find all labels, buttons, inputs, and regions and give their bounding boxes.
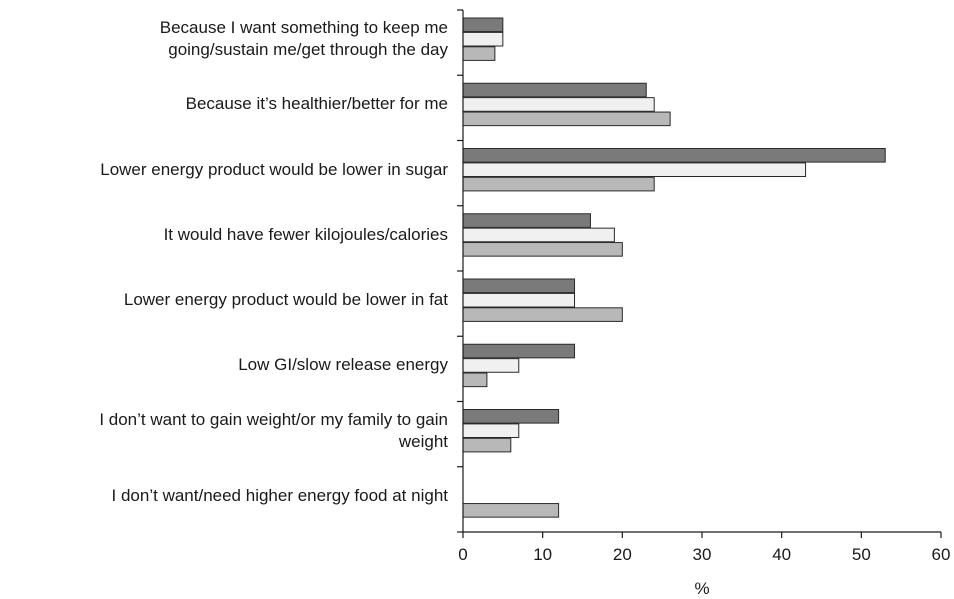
bar-2-series-3 — [462, 111, 671, 127]
category-label-line: Lower energy product would be lower in s… — [100, 159, 448, 179]
category-label: Low GI/slow release energy — [0, 354, 448, 376]
bar-1-series-2 — [462, 31, 504, 47]
bar-6-series-2 — [462, 358, 520, 373]
x-tick-label: 60 — [932, 545, 951, 564]
category-label-line: I don’t want/need higher energy food at … — [111, 485, 448, 505]
x-tick-label: 20 — [613, 545, 632, 564]
category-label-line: Because it’s healthier/better for me — [185, 94, 448, 114]
x-tick-label: 30 — [693, 545, 712, 564]
bar-4-series-2 — [462, 227, 615, 243]
bar-2-series-1 — [462, 82, 647, 98]
category-label: It would have fewer kilojoules/calories — [0, 224, 448, 246]
category-label: Lower energy product would be lower in f… — [0, 289, 448, 311]
category-label-line: I don’t want to gain weight/or my family… — [99, 409, 448, 429]
bar-6-series-3 — [462, 372, 488, 388]
bar-6-series-1 — [462, 343, 576, 359]
bar-3-series-3 — [462, 176, 655, 192]
bar-5-series-1 — [462, 278, 576, 294]
x-tick-label: 10 — [533, 545, 552, 564]
x-axis-label: % — [694, 579, 709, 598]
bar-4-series-3 — [462, 242, 623, 257]
category-label: I don’t want to gain weight/or my family… — [0, 409, 448, 453]
bar-1-series-3 — [462, 46, 496, 61]
bars-group — [462, 17, 886, 518]
category-label: Because I want something to keep me going… — [0, 17, 448, 61]
bar-3-series-2 — [462, 162, 807, 177]
bar-7-series-1 — [462, 409, 560, 424]
bar-2-series-2 — [462, 97, 655, 112]
category-label: Because it’s healthier/better for me — [0, 93, 448, 115]
bar-7-series-2 — [462, 423, 520, 438]
x-tick-label: 40 — [772, 545, 791, 564]
x-tick-label: 0 — [458, 545, 467, 564]
bar-7-series-3 — [462, 437, 512, 453]
bar-5-series-2 — [462, 292, 576, 308]
category-label: I don’t want/need higher energy food at … — [0, 485, 448, 507]
bar-8-series-3 — [462, 503, 560, 518]
bar-5-series-3 — [462, 307, 623, 322]
x-tick-label: 50 — [852, 545, 871, 564]
category-label-line: It would have fewer kilojoules/calories — [163, 224, 448, 244]
bar-4-series-1 — [462, 213, 591, 228]
category-label-line: going/sustain me/get through the day — [168, 40, 448, 60]
bar-1-series-1 — [462, 17, 504, 33]
bar-3-series-1 — [462, 148, 886, 163]
category-label-line: weight — [398, 431, 448, 451]
category-label-line: Lower energy product would be lower in f… — [123, 290, 448, 310]
category-label: Lower energy product would be lower in s… — [0, 159, 448, 181]
category-label-line: Low GI/slow release energy — [238, 355, 448, 375]
axes-group: 0 10 20 30 40 50 60 — [457, 9, 951, 564]
category-label-line: Because I want something to keep me — [159, 18, 448, 38]
